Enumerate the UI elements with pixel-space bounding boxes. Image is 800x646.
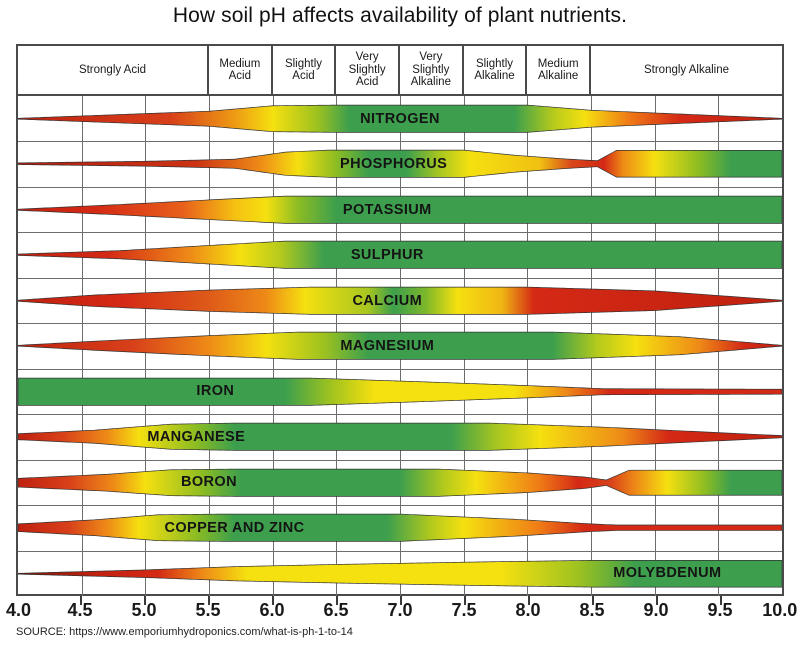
horizontal-gridline	[18, 186, 782, 188]
horizontal-gridline	[18, 368, 782, 370]
horizontal-gridline	[18, 277, 782, 279]
axis-tick	[400, 596, 402, 605]
axis-label: 5.5	[195, 600, 221, 620]
axis-label: 4.0	[5, 600, 32, 620]
axis-tick	[272, 596, 274, 605]
nutrient-band-magnesium: MAGNESIUM	[18, 323, 782, 368]
nutrient-band-sulphur: SULPHUR	[18, 232, 782, 277]
axis-label: 7.5	[451, 600, 477, 620]
ph-category-very-slightly-acid: Very Slightly Acid	[336, 46, 400, 94]
axis-tick	[656, 596, 658, 605]
axis-tick	[80, 596, 82, 605]
nutrient-band-potassium: POTASSIUM	[18, 187, 782, 232]
ph-category-strongly-acid: Strongly Acid	[18, 46, 209, 94]
ph-axis-labels: 4.0 4.5 5.0 5.5 6.0 6.5 7.0 7.5 8.0 8.5 9.0 9.5 10.0	[0, 600, 800, 626]
ph-category-strongly-alkaline: Strongly Alkaline	[643, 63, 730, 76]
nutrient-band-copper-and-zinc: COPPER AND ZINC	[18, 505, 782, 550]
axis-label: 4.5	[67, 600, 93, 620]
horizontal-gridline	[18, 141, 782, 143]
axis-label: 9.0	[643, 600, 669, 620]
nutrient-band-boron: BORON	[18, 460, 782, 505]
ph-category-slightly-alkaline: Slightly Alkaline	[464, 46, 528, 94]
ph-axis-ticks	[16, 596, 784, 606]
horizontal-gridline	[18, 550, 782, 552]
nutrient-band-plot: NITROGEN PHOSPHORUS POTASSIUM SULPHUR CALCIU…	[18, 96, 782, 596]
axis-tick	[208, 596, 210, 605]
horizontal-gridline	[18, 232, 782, 234]
horizontal-gridline	[18, 414, 782, 416]
axis-label: 8.5	[579, 600, 605, 620]
nutrient-band-manganese: MANGANESE	[18, 414, 782, 459]
axis-label: 10.0	[762, 600, 798, 620]
nutrient-band-calcium: CALCIUM	[18, 278, 782, 323]
axis-label: 6.5	[323, 600, 349, 620]
nutrient-band-phosphorus: PHOSPHORUS	[18, 141, 782, 186]
axis-tick	[720, 596, 722, 605]
page-title: How soil pH affects availability of plan…	[172, 4, 628, 27]
horizontal-gridline	[18, 459, 782, 461]
axis-label: 9.5	[707, 600, 733, 620]
nutrient-band-nitrogen: NITROGEN	[18, 96, 782, 141]
ph-category-medium-acid: Medium Acid	[209, 46, 273, 94]
axis-tick	[144, 596, 146, 605]
source-attribution: SOURCE: https://www.emporiumhydroponics.…	[16, 626, 353, 638]
horizontal-gridline	[18, 505, 782, 507]
nutrient-band-iron: IRON	[18, 369, 782, 414]
axis-label: 7.0	[387, 600, 413, 620]
nutrient-band-molybdenum: MOLYBDENUM	[18, 551, 782, 596]
ph-category-header: Strongly Acid Medium Acid Slightly Acid Ver…	[18, 46, 782, 96]
ph-category-slightly-acid: Slightly Acid	[273, 46, 337, 94]
ph-category-very-slightly-alkaline: Very Slightly Alkaline	[400, 46, 464, 94]
axis-tick	[528, 596, 530, 605]
axis-label: 8.0	[515, 600, 541, 620]
axis-label: 5.0	[131, 600, 157, 620]
axis-label: 6.0	[259, 600, 285, 620]
axis-tick	[592, 596, 594, 605]
axis-tick	[336, 596, 338, 605]
ph-nutrient-chart: Strongly Acid Medium Acid Slightly Acid Ver…	[16, 44, 784, 596]
ph-category-medium-alkaline: Medium Alkaline	[527, 46, 591, 94]
horizontal-gridline	[18, 323, 782, 325]
axis-tick	[464, 596, 466, 605]
